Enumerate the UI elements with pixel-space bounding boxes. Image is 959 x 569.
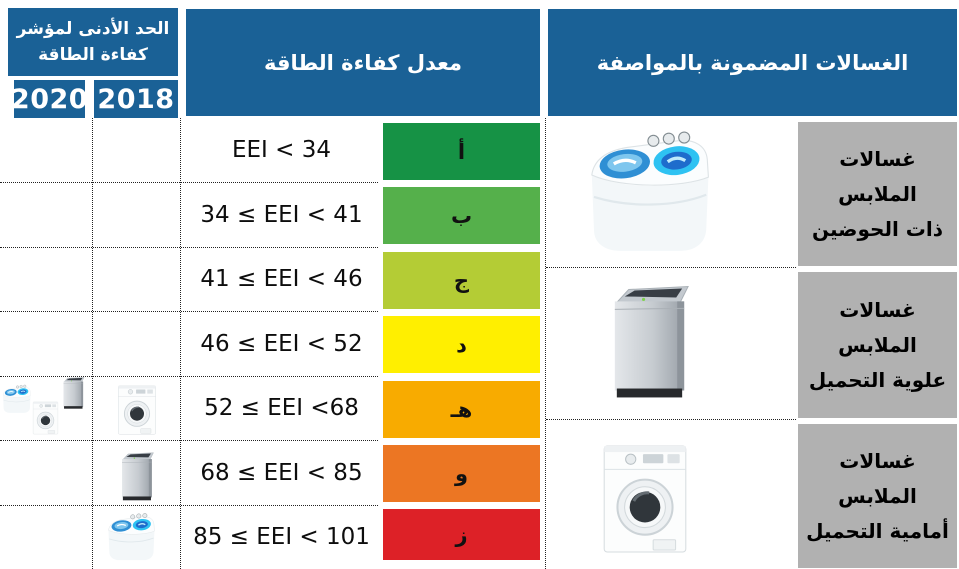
front-load-washer-image (594, 434, 696, 564)
category-label-line2: أمامية التحميل (806, 518, 949, 543)
min-2020-top-load-washer-icon (59, 375, 87, 411)
category-label-line2: ذات الحوضين (812, 216, 943, 241)
grade-box-dal: د (383, 316, 540, 373)
eei-range: 46 ≤ EEI < 52 (200, 330, 363, 357)
category-label-line1: غسالات الملابس (838, 297, 917, 357)
top-load-washer-image (599, 281, 698, 403)
min-index-header: الحد الأدنى لمؤشر كفاءة الطاقة (8, 8, 178, 76)
category-label-line1: غسالات الملابس (838, 448, 917, 508)
eei-range: 34 ≤ EEI < 41 (200, 201, 363, 228)
min-2020-twin-tub-washer-icon (1, 382, 32, 416)
row-divider (0, 440, 378, 441)
category-label-top-load: غسالات الملابس علوية التحميل (798, 272, 957, 418)
grade-box-ha: هـ (383, 381, 540, 438)
divider-eei-machines (545, 118, 546, 569)
grade-box-zay: ز (383, 509, 540, 560)
eei-range: 41 ≤ EEI < 46 (200, 266, 363, 292)
min-index-title-line2: كفاءة الطاقة (38, 45, 148, 65)
category-label-twin-tub: غسالات الملابس ذات الحوضين (798, 122, 957, 266)
year-2018-header: 2018 (94, 80, 178, 118)
category-divider (546, 267, 796, 268)
eei-range: 68 ≤ EEI < 85 (200, 459, 363, 486)
row-divider (0, 376, 378, 377)
min-index-title-line1: الحد الأدنى لمؤشر (16, 18, 170, 39)
min-2018-top-load-washer-icon (111, 451, 162, 502)
grade-box-b: ب (383, 187, 540, 244)
eei-range: 85 ≤ EEI < 101 (193, 524, 370, 550)
category-label-front-load: غسالات الملابس أمامية التحميل (798, 424, 957, 568)
eei-header: معدل كفاءة الطاقة (186, 9, 540, 116)
divider-years-eei (180, 118, 181, 569)
grade-box-jeem: ج (383, 252, 540, 309)
year-2020-header: 2020 (11, 80, 88, 118)
row-divider (0, 247, 378, 248)
min-2018-front-load-washer-icon (108, 382, 166, 438)
grade-box-a: أ (383, 123, 540, 180)
eei-range: EEI < 34 (231, 137, 331, 163)
min-2020-front-load-washer-icon (30, 399, 61, 437)
grade-box-waw: و (383, 445, 540, 502)
row-divider (0, 505, 378, 506)
row-divider (0, 311, 378, 312)
category-label-line2: علوية التحميل (808, 367, 947, 392)
category-divider (546, 419, 796, 420)
divider-2020-2018 (92, 118, 93, 569)
machines-header: الغسالات المضمونة بالمواصفة (548, 9, 957, 116)
twin-tub-washer-image (583, 123, 715, 261)
row-divider (0, 182, 378, 183)
eei-range: 52 ≤ EEI <68 (204, 395, 359, 421)
category-label-line1: غسالات الملابس (838, 146, 917, 206)
min-2018-twin-tub-washer-icon (105, 508, 157, 566)
